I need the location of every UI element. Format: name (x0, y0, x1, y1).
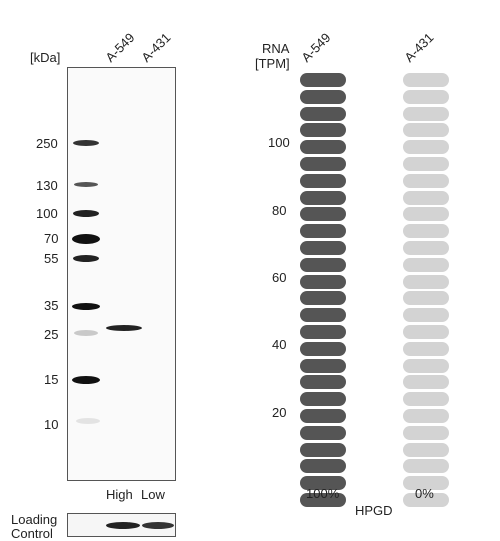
rna-y-tick-20: 20 (272, 405, 287, 420)
ladder-band-25 (74, 330, 98, 336)
rna-bar-a431-segment (403, 442, 449, 457)
rna-bar-a549-segment (300, 224, 346, 239)
marker-label-130: 130 (36, 178, 58, 193)
rna-bar-a549-segment (300, 392, 346, 407)
rna-bar-a431-segment (403, 493, 449, 507)
rna-y-tick-40: 40 (272, 337, 287, 352)
lane-level-high: High (106, 487, 133, 502)
rna-bar-a431-segment (403, 241, 449, 255)
rna-bar-a549-segment (300, 358, 346, 373)
rna-bar-a549-segment (300, 493, 346, 507)
rna-title-line1: RNA (262, 41, 290, 56)
rna-bar-a431-segment (403, 358, 449, 373)
rna-bar-a549-segment (300, 106, 346, 121)
rna-bar-a549-segment (300, 89, 346, 104)
rna-bar-a549-segment (300, 291, 346, 306)
marker-label-250: 250 (36, 136, 58, 151)
lane-level-low: Low (141, 487, 165, 502)
rna-bar-a549-segment (300, 140, 346, 155)
loading-control-image (67, 513, 176, 537)
rna-bar-a549-segment (300, 476, 346, 491)
rna-bar-a549-segment (300, 257, 346, 272)
rna-bar-a431-segment (403, 392, 449, 407)
rna-bar-a431-segment (403, 190, 449, 205)
marker-label-35: 35 (44, 298, 59, 313)
rna-bar-a549-segment (300, 409, 346, 423)
rna-bar-a431-segment (403, 140, 449, 155)
rna-bar-a431-segment (403, 425, 449, 440)
marker-label-70: 70 (44, 231, 59, 246)
kda-unit-label: [kDa] (30, 50, 61, 65)
marker-label-15: 15 (44, 372, 59, 387)
rna-bar-a549-segment (300, 173, 346, 188)
rna-bar-a549-segment (300, 425, 346, 440)
ladder-band-100 (73, 210, 99, 217)
gene-name: HPGD (355, 503, 393, 518)
rna-bar-a549-segment (300, 325, 346, 339)
western-blot-image (67, 67, 176, 481)
rna-header-a431: A-431 (401, 29, 437, 65)
rna-bar-a431-segment (403, 476, 449, 491)
rna-bar-a431-segment (403, 274, 449, 289)
rna-header-a549: A-549 (298, 29, 334, 65)
rna-bar-a431-segment (403, 341, 449, 356)
rna-bar-a431-segment (403, 308, 449, 323)
ladder-band-130 (74, 182, 98, 187)
rna-bar-a549-segment (300, 190, 346, 205)
rna-percent-a549: 100% (306, 486, 340, 501)
loading-band-a549 (106, 522, 140, 529)
rna-bar-column-a549 (300, 73, 346, 507)
rna-y-tick-100: 100 (268, 135, 290, 150)
sample-band-a549 (106, 325, 142, 331)
rna-bar-a549-segment (300, 459, 346, 474)
rna-bar-a549-segment (300, 442, 346, 457)
rna-bar-a431-segment (403, 157, 449, 171)
rna-bar-a431-segment (403, 207, 449, 222)
marker-label-100: 100 (36, 206, 58, 221)
loading-band-a431 (142, 522, 174, 529)
ladder-band-10 (76, 418, 100, 424)
rna-bar-a431-segment (403, 224, 449, 239)
ladder-band-35 (72, 303, 100, 310)
rna-bar-a549-segment (300, 207, 346, 222)
rna-bar-a431-segment (403, 73, 449, 87)
marker-label-25: 25 (44, 327, 59, 342)
rna-bar-a549-segment (300, 375, 346, 390)
rna-bar-a431-segment (403, 325, 449, 339)
rna-y-tick-80: 80 (272, 203, 287, 218)
rna-bar-a549-segment (300, 274, 346, 289)
marker-label-10: 10 (44, 417, 59, 432)
ladder-band-70 (72, 234, 100, 244)
blot-lane-header-a549: A-549 (102, 29, 138, 65)
ladder-band-15 (72, 376, 100, 384)
rna-bar-a431-segment (403, 123, 449, 138)
rna-bar-a549-segment (300, 241, 346, 255)
rna-bar-column-a431 (403, 73, 449, 507)
rna-bar-a431-segment (403, 173, 449, 188)
blot-lane-header-a431: A-431 (138, 29, 174, 65)
marker-label-55: 55 (44, 251, 59, 266)
rna-bar-a549-segment (300, 341, 346, 356)
ladder-band-250 (73, 140, 99, 146)
rna-bar-a431-segment (403, 375, 449, 390)
rna-bar-a549-segment (300, 123, 346, 138)
rna-bar-a431-segment (403, 459, 449, 474)
loading-control-label-line1: Loading (11, 512, 58, 527)
rna-y-tick-60: 60 (272, 270, 287, 285)
rna-bar-a549-segment (300, 73, 346, 87)
rna-title-line2: [TPM] (255, 56, 290, 71)
ladder-band-55 (73, 255, 99, 262)
rna-bar-a431-segment (403, 89, 449, 104)
rna-bar-a431-segment (403, 106, 449, 121)
rna-percent-a431: 0% (415, 486, 434, 501)
rna-bar-a549-segment (300, 157, 346, 171)
loading-control-label-line2: Control (11, 526, 53, 541)
rna-bar-a431-segment (403, 257, 449, 272)
rna-bar-a431-segment (403, 409, 449, 423)
rna-bar-a549-segment (300, 308, 346, 323)
rna-bar-a431-segment (403, 291, 449, 306)
